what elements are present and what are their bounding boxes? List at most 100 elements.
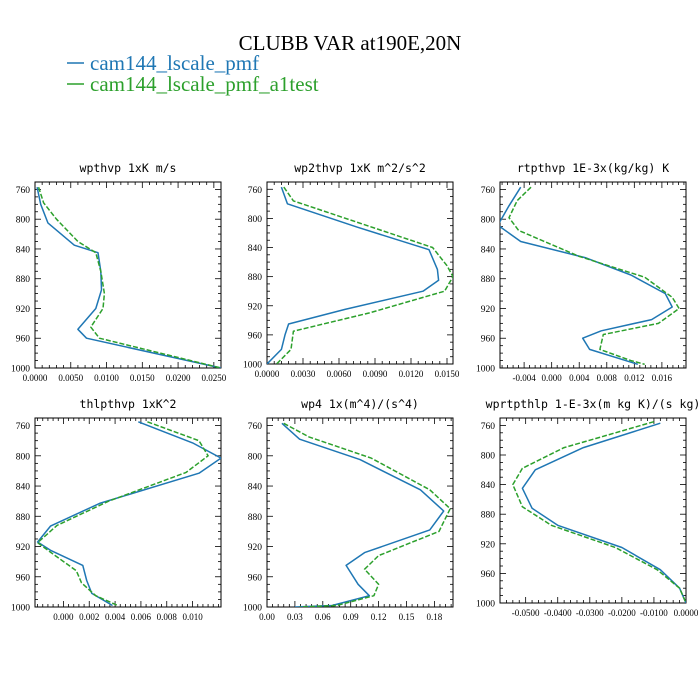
x-tick-label: 0.0200 [166, 373, 191, 383]
x-tick-label: 0.0030 [291, 369, 316, 379]
x-tick-label: 0.016 [652, 373, 673, 383]
x-tick-label: 0.06 [315, 612, 331, 622]
x-tick-label: 0.004 [569, 373, 590, 383]
y-tick-label: 920 [248, 543, 263, 553]
panel-4: thlpthvp 1xK^2 760 800 840 880 920 960 1000 0.00… [11, 397, 222, 622]
x-tick-label: 0.008 [157, 612, 178, 622]
y-tick-label: 1000 [11, 604, 30, 614]
y-tick-label: 760 [16, 186, 31, 196]
legend: cam144_lscale_pmf cam144_lscale_pmf_a1te… [67, 51, 319, 96]
x-tick-label: 0.0060 [327, 369, 352, 379]
y-tick-label: 1000 [243, 604, 262, 614]
x-tick-label: -0.0200 [608, 608, 636, 618]
y-tick-label: 880 [481, 511, 496, 521]
y-tick-label: 840 [481, 245, 496, 255]
panel-title: wp2thvp 1xK m^2/s^2 [294, 161, 426, 175]
panel-title: rtpthvp 1E-3x(kg/kg) K [517, 161, 669, 175]
x-tick-label: 0.000 [542, 373, 563, 383]
x-tick-label: 0.0100 [94, 373, 119, 383]
y-tick-label: 760 [16, 422, 31, 432]
y-tick-label: 960 [16, 335, 31, 345]
x-tick-label: 0.0000 [23, 373, 48, 383]
y-tick-label: 880 [16, 513, 31, 523]
plot-frame [499, 417, 687, 604]
x-tick-label: 0.0250 [201, 373, 226, 383]
plot-frame [266, 181, 454, 365]
series-line-2 [508, 186, 680, 366]
y-tick-label: 1000 [476, 600, 495, 610]
series-line-1 [36, 421, 221, 607]
y-tick-label: 920 [248, 302, 263, 312]
panel-title: wprtpthlp 1-E-3x(m kg K)/(s kg) [486, 397, 700, 411]
x-tick-label: -0.0400 [544, 608, 572, 618]
x-tick-label: 0.0090 [363, 369, 388, 379]
y-tick-label: 880 [248, 513, 263, 523]
panel-title: wpthvp 1xK m/s [80, 161, 177, 175]
panel-2: wp2thvp 1xK m^2/s^2 760 800 840 880 920 960 100… [243, 161, 460, 379]
x-tick-label: 0.0050 [58, 373, 83, 383]
y-tick-label: 800 [16, 452, 31, 462]
y-tick-label: 800 [16, 216, 31, 226]
y-tick-label: 920 [16, 305, 31, 315]
y-tick-label: 960 [248, 331, 263, 341]
panel-title: thlpthvp 1xK^2 [80, 397, 177, 411]
y-tick-label: 800 [248, 215, 263, 225]
panel-3: rtpthvp 1E-3x(kg/kg) K 760 800 840 880 920 960… [476, 161, 687, 383]
y-tick-label: 960 [481, 335, 496, 345]
x-tick-label: 0.000 [53, 612, 74, 622]
x-tick-label: 0.15 [399, 612, 415, 622]
x-tick-label: 0.004 [105, 612, 126, 622]
x-tick-label: 0.002 [79, 612, 99, 622]
y-tick-label: 960 [16, 573, 31, 583]
y-tick-label: 960 [248, 573, 263, 583]
x-tick-label: 0.006 [131, 612, 152, 622]
y-tick-label: 840 [481, 481, 496, 491]
y-tick-label: 800 [248, 452, 263, 462]
y-tick-label: 880 [248, 273, 263, 283]
x-tick-label: -0.0500 [512, 608, 540, 618]
y-tick-label: 800 [481, 216, 496, 226]
y-tick-label: 920 [481, 540, 496, 550]
y-tick-label: 1000 [11, 365, 30, 375]
panel-title: wp4 1x(m^4)/(s^4) [301, 397, 419, 411]
x-tick-label: 0.03 [287, 612, 303, 622]
y-tick-label: 800 [481, 452, 496, 462]
legend-label-2: cam144_lscale_pmf_a1test [90, 72, 319, 96]
panel-6: wprtpthlp 1-E-3x(m kg K)/(s kg) 760 800 840… [476, 397, 700, 618]
y-tick-label: 840 [248, 244, 263, 254]
y-tick-label: 880 [16, 275, 31, 285]
series-line-1 [521, 422, 686, 603]
y-tick-label: 760 [481, 186, 496, 196]
y-tick-label: 1000 [243, 361, 262, 371]
y-tick-label: 760 [248, 422, 263, 432]
y-tick-label: 920 [481, 305, 496, 315]
series-line-2 [283, 422, 451, 607]
panel-5: wp4 1x(m^4)/(s^4) 760 800 840 880 920 960 1000 0… [243, 397, 454, 622]
x-tick-label: 0.0000 [674, 608, 699, 618]
y-tick-label: 760 [481, 422, 496, 432]
y-tick-label: 760 [248, 186, 263, 196]
x-tick-label: 0.008 [597, 373, 618, 383]
series-line-1 [267, 186, 440, 364]
y-tick-label: 840 [248, 483, 263, 493]
series-line-2 [276, 186, 453, 364]
y-tick-label: 960 [481, 570, 496, 580]
x-tick-label: 0.12 [371, 612, 387, 622]
y-tick-label: 880 [481, 275, 496, 285]
series-line-2 [36, 421, 209, 607]
series-line-2 [37, 186, 221, 368]
x-tick-label: -0.004 [512, 373, 536, 383]
figure-title: CLUBB VAR at190E,20N [239, 31, 462, 55]
x-tick-label: 0.012 [624, 373, 644, 383]
x-tick-label: 0.0150 [435, 369, 460, 379]
series-line-2 [512, 420, 686, 603]
panels: wpthvp 1xK m/s76080084088092096010000.00… [11, 161, 700, 622]
x-tick-label: 0.0120 [399, 369, 424, 379]
legend-label-1: cam144_lscale_pmf [90, 51, 259, 75]
y-tick-label: 840 [16, 245, 31, 255]
series-line-1 [500, 186, 673, 366]
y-tick-label: 1000 [476, 365, 495, 375]
plot-frame [499, 181, 687, 369]
x-tick-label: 0.18 [427, 612, 443, 622]
